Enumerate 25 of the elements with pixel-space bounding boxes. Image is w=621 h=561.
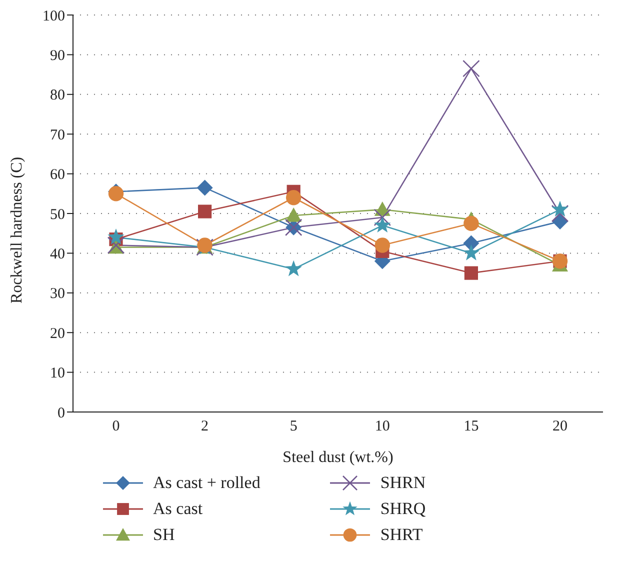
y-tick-label: 100 — [42, 8, 65, 24]
y-tick-label: 10 — [50, 366, 65, 382]
y-axis-title: Rockwell hardness (C) — [8, 156, 26, 304]
x-tick-label: 2 — [201, 418, 209, 435]
y-tick-label: 80 — [50, 88, 65, 104]
legend-label: As cast — [153, 499, 203, 519]
y-tick-label: 60 — [50, 167, 65, 184]
y-tick-label: 0 — [58, 405, 65, 422]
x-tick-label: 20 — [552, 418, 568, 435]
y-tick-label: 30 — [50, 286, 65, 302]
y-tick-label: 70 — [50, 127, 65, 144]
x-tick-label: 15 — [464, 418, 479, 435]
y-tick-label: 50 — [50, 206, 65, 223]
x-tick-label: 10 — [374, 418, 390, 435]
legend-label: SH — [153, 525, 175, 545]
legend-label: SHRN — [380, 473, 426, 493]
x-axis-title: Steel dust (wt.%) — [282, 449, 394, 466]
legend-label: As cast + rolled — [153, 473, 260, 493]
y-tick-label: 40 — [50, 246, 65, 263]
y-tick-label: 90 — [50, 48, 65, 64]
x-tick-label: 0 — [112, 418, 120, 435]
legend-label: SHRQ — [380, 499, 426, 519]
legend-label: SHRT — [380, 525, 423, 545]
y-tick-label: 20 — [50, 326, 65, 342]
x-tick-label: 5 — [290, 418, 298, 435]
